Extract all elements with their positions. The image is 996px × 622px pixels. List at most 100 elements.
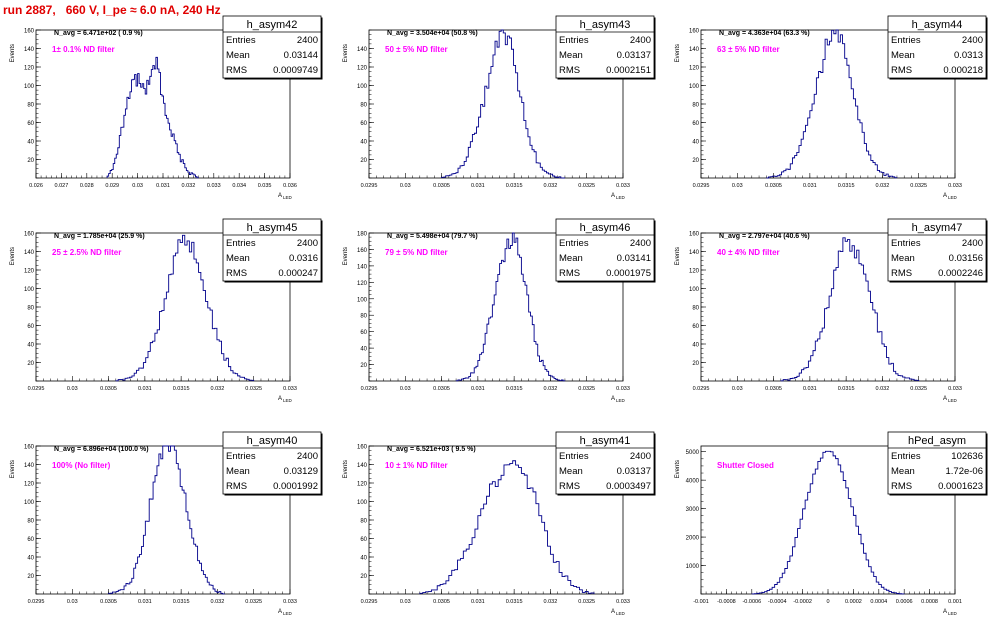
y-tick-label: 160	[357, 248, 368, 254]
x-tick-label: 0.032	[211, 386, 225, 392]
stats-mean-value: 0.03141	[617, 253, 651, 264]
stats-rms-label: RMS	[559, 481, 580, 492]
y-tick-label: 100	[357, 500, 368, 506]
y-tick-label: 100	[689, 84, 700, 90]
x-tick-label: -0.0008	[717, 599, 736, 605]
histogram-panel-h_asym42: 20 40 60 80 100 120 140 160 0.026 0.027 0.028 0.029…	[10, 15, 323, 200]
stats-box-frame	[222, 218, 322, 282]
stats-rms-value: 0.000247	[278, 268, 318, 279]
filter-label: 50 ± 5% ND filter	[385, 45, 448, 54]
histogram-name: h_asym43	[580, 19, 631, 31]
x-tick-label: 0.0305	[433, 183, 450, 189]
y-tick-label: 80	[360, 103, 367, 109]
stats-rms-label: RMS	[891, 65, 912, 76]
y-tick-label: 2000	[686, 536, 700, 542]
x-tick-label: 0.0295	[693, 183, 710, 189]
stats-entries-value: 2400	[630, 35, 651, 46]
stats-rms-label: RMS	[226, 65, 247, 76]
y-axis-label: Events	[343, 44, 349, 62]
y-tick-label: 5000	[686, 450, 700, 456]
x-tick-label: 0.0004	[870, 599, 887, 605]
x-tick-label: 0.0295	[28, 386, 45, 392]
y-tick-label: 40	[27, 556, 34, 562]
y-tick-label: 140	[357, 47, 368, 53]
stats-entries-label: Entries	[559, 451, 589, 462]
x-tick-label: 0.032	[544, 386, 558, 392]
y-tick-label: 60	[27, 121, 34, 127]
x-tick-label: 0.031	[138, 386, 152, 392]
stats-box: h_asym45 Entries 2400 Mean 0.0316 RMS 0.000247	[222, 218, 323, 283]
histogram-line	[419, 460, 595, 594]
x-tick-label: 0.0325	[578, 599, 595, 605]
y-tick-label: 100	[689, 287, 700, 293]
stats-entries-value: 102636	[951, 451, 983, 462]
x-tick-label: 0.029	[105, 183, 119, 189]
y-tick-label: 80	[692, 103, 699, 109]
y-tick-label: 100	[24, 500, 35, 506]
x-tick-label: 0.028	[80, 183, 94, 189]
stats-mean-value: 0.03144	[284, 50, 318, 61]
x-tick-label: 0.033	[948, 386, 962, 392]
stats-mean-label: Mean	[891, 466, 915, 477]
stats-mean-label: Mean	[226, 253, 250, 264]
histogram-name: h_asym42	[247, 19, 298, 31]
stats-mean-label: Mean	[891, 253, 915, 264]
x-tick-label: 0.0305	[765, 183, 782, 189]
x-tick-label: -0.001	[693, 599, 709, 605]
stats-rms-label: RMS	[559, 65, 580, 76]
x-tick-label: 0.031	[471, 599, 485, 605]
x-tick-label: 0.031	[156, 183, 170, 189]
x-tick-label: 0.032	[211, 599, 225, 605]
y-tick-label: 40	[27, 140, 34, 146]
navg-label: N_avg = 6.896e+04 (100.0 %)	[54, 446, 149, 453]
y-tick-label: 160	[24, 29, 35, 35]
x-tick-label: 0.0325	[578, 386, 595, 392]
y-tick-label: 160	[24, 232, 35, 238]
x-axis-label-sub: LED	[283, 195, 293, 200]
histogram-panel-h_asym45: 20 40 60 80 100 120 140 160 0.0295 0.03 0.0305 0.03…	[10, 218, 323, 403]
x-tick-label: 0.0006	[896, 599, 913, 605]
y-tick-label: 3000	[686, 507, 700, 513]
x-tick-label: 0.0315	[506, 599, 523, 605]
x-axis-label: A	[943, 193, 947, 199]
y-tick-label: 160	[24, 445, 35, 451]
stats-rms-value: 0.0002246	[938, 268, 983, 279]
filter-label: 25 ± 2.5% ND filter	[52, 248, 121, 257]
x-tick-label: 0.0295	[361, 183, 378, 189]
stats-mean-value: 0.03137	[617, 50, 651, 61]
y-tick-label: 160	[689, 232, 700, 238]
stats-entries-label: Entries	[891, 238, 921, 249]
filter-label: 10 ± 1% ND filter	[385, 461, 448, 470]
x-tick-label: 0.03	[67, 386, 78, 392]
y-tick-label: 60	[360, 330, 367, 336]
y-tick-label: 20	[692, 158, 699, 164]
x-tick-label: 0.033	[616, 386, 630, 392]
x-tick-label: 0.0315	[838, 183, 855, 189]
y-axis-label: Events	[343, 460, 349, 478]
x-tick-label: 0.031	[803, 386, 817, 392]
stats-box: h_asym44 Entries 2400 Mean 0.0313 RMS 0.000218	[887, 15, 988, 80]
histogram-name: h_asym44	[912, 19, 963, 31]
y-tick-label: 140	[24, 463, 35, 469]
stats-rms-label: RMS	[226, 268, 247, 279]
y-tick-label: 140	[689, 250, 700, 256]
y-axis-label: Events	[675, 460, 681, 478]
histogram-panel-hPed_asym: 1000 2000 3000 4000 5000 -0.001 -0.0008 -0.0006…	[675, 431, 988, 616]
y-tick-label: 40	[360, 140, 367, 146]
stats-box-frame	[222, 431, 322, 495]
stats-entries-value: 2400	[297, 451, 318, 462]
stats-rms-label: RMS	[891, 268, 912, 279]
stats-rms-label: RMS	[226, 481, 247, 492]
y-tick-label: 80	[360, 314, 367, 320]
x-tick-label: 0.0295	[28, 599, 45, 605]
x-tick-label: 0.001	[948, 599, 962, 605]
y-tick-label: 80	[27, 519, 34, 525]
x-axis-label-sub: LED	[948, 611, 958, 616]
x-tick-label: 0.033	[616, 183, 630, 189]
stats-mean-label: Mean	[559, 50, 583, 61]
stats-box: h_asym47 Entries 2400 Mean 0.03156 RMS 0.00022…	[887, 218, 988, 283]
x-tick-label: 0.0295	[693, 386, 710, 392]
histogram-line	[751, 450, 905, 595]
stats-box: h_asym42 Entries 2400 Mean 0.03144 RMS 0.00097…	[222, 15, 323, 80]
